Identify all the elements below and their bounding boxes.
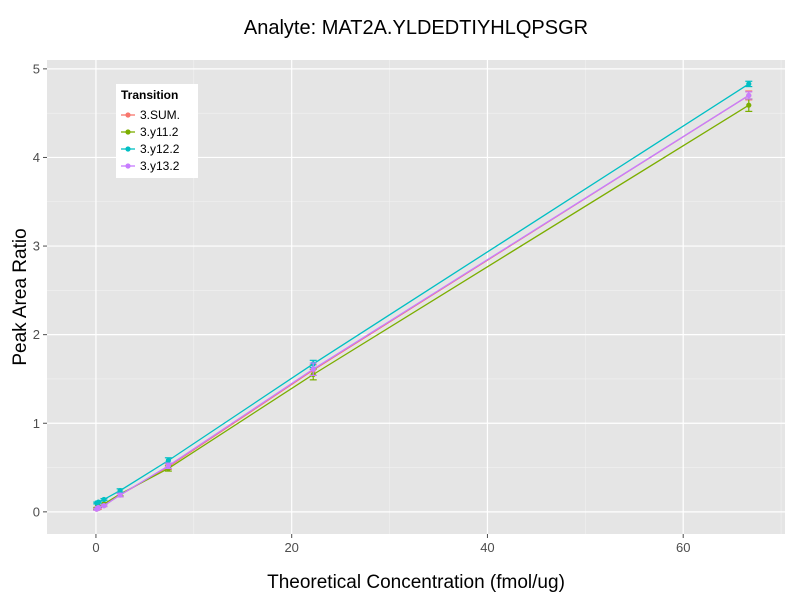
data-point — [310, 366, 316, 372]
x-axis-title: Theoretical Concentration (fmol/ug) — [267, 572, 565, 593]
x-tick-label: 0 — [92, 540, 99, 555]
data-point — [117, 487, 123, 494]
x-tick-label: 60 — [676, 540, 690, 555]
x-tick-label: 20 — [284, 540, 298, 555]
legend-key-point — [125, 163, 131, 169]
legend-label: 3.y12.2 — [140, 142, 180, 156]
chart-title: Analyte: MAT2A.YLDEDTIYHLQPSGR — [244, 17, 588, 39]
data-point — [746, 92, 752, 99]
y-axis-title: Peak Area Ratio — [10, 228, 31, 365]
data-point — [101, 503, 107, 509]
y-tick-label: 1 — [33, 416, 40, 431]
y-tick-label: 5 — [33, 61, 40, 76]
data-point — [165, 463, 171, 469]
y-tick-label: 3 — [33, 239, 40, 254]
legend-key-point — [125, 112, 131, 118]
legend-key-point — [125, 129, 131, 135]
y-tick-label: 0 — [33, 504, 40, 519]
data-point — [117, 492, 123, 498]
data-point — [746, 81, 752, 87]
legend: Transition 3.SUM. 3.y11.2 3.y12.2 3.y13.2 — [116, 84, 198, 178]
data-point — [95, 504, 101, 511]
legend-label: 3.y11.2 — [140, 125, 179, 139]
legend-label: 3.y13.2 — [140, 159, 180, 173]
data-point — [95, 499, 101, 505]
data-point — [101, 496, 107, 503]
axis-ticks: 0 20 40 60 0 1 2 3 4 5 — [33, 61, 691, 555]
data-point — [746, 102, 752, 108]
legend-label: 3.SUM. — [140, 108, 180, 122]
legend-key-point — [125, 146, 131, 152]
series-3.y13.2 — [93, 91, 753, 512]
y-tick-label: 2 — [33, 327, 40, 342]
series-layer — [93, 80, 753, 512]
legend-title: Transition — [121, 88, 178, 102]
x-tick-label: 40 — [480, 540, 494, 555]
y-tick-label: 4 — [33, 150, 40, 165]
data-point — [165, 457, 171, 464]
